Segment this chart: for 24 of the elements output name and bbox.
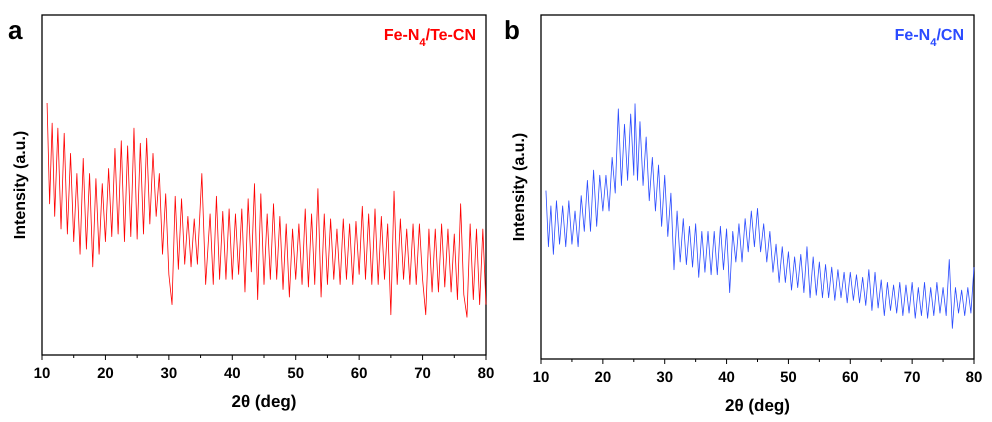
- x-tick-label: 50: [780, 369, 797, 386]
- x-tick-label: 70: [414, 365, 431, 382]
- chart-title: a: [8, 15, 23, 45]
- y-axis-title: Intensity (a.u.): [511, 132, 528, 242]
- x-tick-label: 60: [350, 365, 368, 382]
- y-axis-title: Intensity (a.u.): [12, 130, 29, 240]
- x-tick-label: 30: [160, 365, 178, 382]
- x-tick-label: 80: [478, 365, 494, 382]
- x-tick-label: 70: [904, 369, 920, 386]
- x-tick-label: 20: [594, 369, 612, 386]
- x-tick-label: 40: [224, 365, 241, 382]
- x-tick-label: 50: [287, 365, 304, 382]
- x-axis-title: 2θ (deg): [232, 392, 296, 411]
- x-tick-label: 80: [966, 369, 982, 386]
- x-tick-label: 20: [97, 365, 114, 382]
- x-tick-label: 40: [718, 369, 735, 386]
- x-axis-title: 2θ (deg): [725, 396, 790, 415]
- text: Fe-N$_{4}$/CN: [894, 27, 964, 49]
- x-tick-label: 10: [34, 365, 50, 382]
- text: Fe-N$_{4}$/Te-CN: [384, 27, 476, 49]
- chart-title: b: [504, 15, 520, 45]
- x-tick-label: 30: [656, 369, 674, 386]
- x-tick-label: 10: [532, 369, 550, 386]
- x-tick-label: 60: [842, 369, 859, 386]
